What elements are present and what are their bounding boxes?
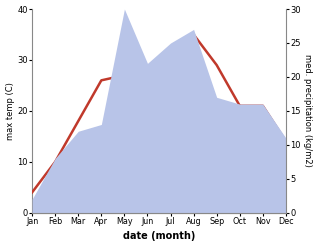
X-axis label: date (month): date (month): [123, 231, 195, 242]
Y-axis label: max temp (C): max temp (C): [5, 82, 15, 140]
Y-axis label: med. precipitation (kg/m2): med. precipitation (kg/m2): [303, 54, 313, 167]
